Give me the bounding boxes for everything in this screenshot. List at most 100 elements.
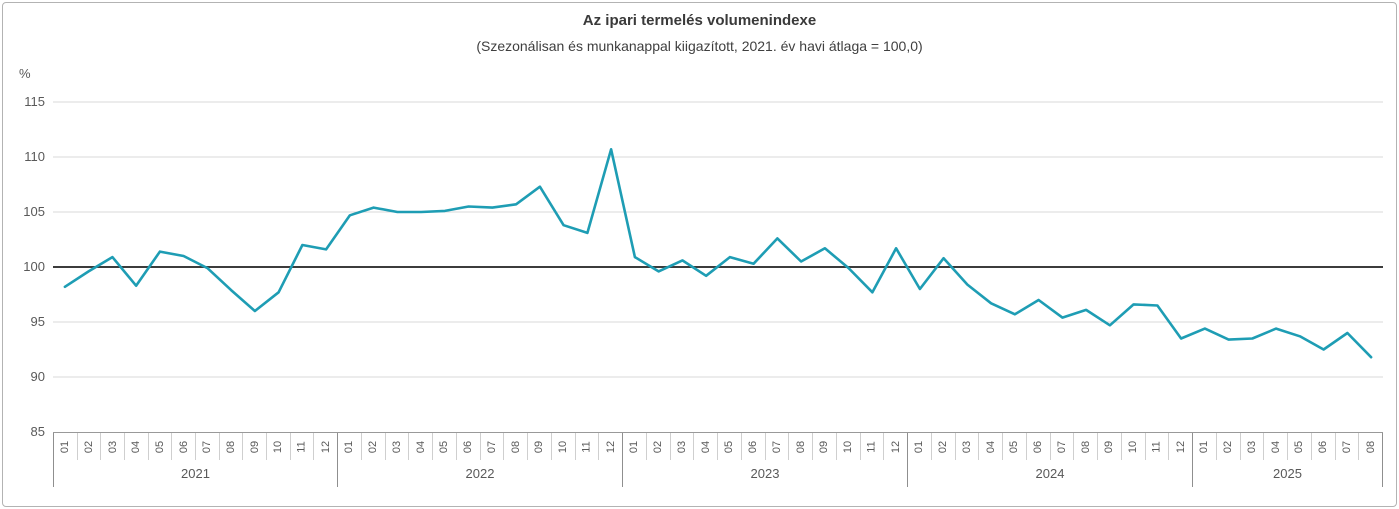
month-label: 03 [960, 440, 973, 453]
month-cell: 03 [1241, 433, 1265, 460]
month-label: 09 [818, 440, 831, 453]
month-label: 07 [1340, 440, 1353, 453]
month-cell: 12 [599, 433, 622, 460]
month-label: 09 [248, 440, 261, 453]
month-label: 12 [604, 440, 617, 453]
month-label: 01 [59, 440, 72, 453]
month-cell: 06 [172, 433, 197, 460]
month-label: 08 [509, 440, 522, 453]
month-label: 10 [1127, 440, 1140, 453]
month-cell: 05 [1288, 433, 1312, 460]
month-cell: 10 [1122, 433, 1146, 460]
month-label: 08 [1079, 440, 1092, 453]
month-label: 09 [1103, 440, 1116, 453]
month-cell: 05 [1003, 433, 1027, 460]
month-cell: 12 [314, 433, 337, 460]
month-cell: 04 [1264, 433, 1288, 460]
year-label: 2024 [1035, 466, 1065, 481]
month-label: 12 [1174, 440, 1187, 453]
chart-subtitle: (Szezonálisan és munkanappal kiigazított… [476, 38, 923, 54]
month-label: 06 [177, 440, 190, 453]
y-tick-label: 95 [30, 314, 45, 329]
month-label: 10 [557, 440, 570, 453]
month-cell: 08 [1074, 433, 1098, 460]
month-cell: 04 [125, 433, 149, 460]
month-cell: 07 [196, 433, 220, 460]
month-label: 04 [984, 440, 997, 453]
month-label: 02 [83, 440, 95, 453]
month-cell: 03 [386, 433, 410, 460]
month-cell: 02 [932, 433, 956, 460]
month-label: 08 [1364, 440, 1377, 453]
y-tick-label: 105 [23, 204, 45, 219]
month-row: 01 02 03 04 05 06 07 08 09 10 11 12 [623, 433, 907, 460]
month-label: 05 [154, 440, 167, 453]
month-cell: 04 [409, 433, 433, 460]
month-label: 08 [794, 440, 807, 453]
month-label: 06 [747, 440, 760, 453]
year-group-2024: 01 02 03 04 05 06 07 08 09 10 11 12 2024 [908, 433, 1193, 487]
y-tick-label: 110 [24, 149, 45, 164]
month-cell: 08 [789, 433, 813, 460]
month-cell: 09 [243, 433, 268, 460]
data-line [63, 147, 1373, 359]
month-label: 07 [201, 440, 214, 453]
month-cell: 07 [481, 433, 505, 460]
y-axis-unit-label: % [19, 66, 31, 81]
month-row: 01 02 03 04 05 06 07 08 09 10 11 12 [908, 433, 1192, 460]
month-label: 01 [1198, 440, 1211, 453]
month-label: 12 [889, 440, 902, 453]
month-label: 12 [319, 440, 332, 453]
month-cell: 09 [1098, 433, 1122, 460]
year-label: 2023 [750, 466, 780, 481]
year-label: 2021 [181, 466, 210, 481]
month-cell: 12 [884, 433, 907, 460]
month-cell: 01 [623, 433, 647, 460]
month-cell: 02 [362, 433, 386, 460]
month-cell: 06 [742, 433, 766, 460]
month-row: 01 02 03 04 05 06 07 08 09 10 11 12 [54, 433, 337, 460]
month-label: 03 [106, 440, 119, 453]
month-label: 03 [390, 440, 403, 453]
month-label: 05 [723, 440, 736, 453]
month-label: 05 [1008, 440, 1021, 453]
x-axis: 01 02 03 04 05 06 07 08 09 10 11 12 2021 01 02 03 04 05 06… [53, 432, 1383, 487]
year-label: 2022 [465, 466, 495, 481]
chart-title: Az ipari termelés volumenindexe [582, 12, 817, 29]
month-label: 04 [1269, 440, 1282, 453]
month-cell: 04 [979, 433, 1003, 460]
month-cell: 09 [528, 433, 552, 460]
month-cell: 06 [457, 433, 481, 460]
year-group-2022: 01 02 03 04 05 06 07 08 09 10 11 12 2022 [338, 433, 623, 487]
month-cell: 05 [718, 433, 742, 460]
month-label: 05 [1293, 440, 1306, 453]
month-cell: 09 [813, 433, 837, 460]
month-cell: 08 [1359, 433, 1382, 460]
month-cell: 07 [1051, 433, 1075, 460]
month-cell: 03 [956, 433, 980, 460]
year-group-2025: 01 02 03 04 05 06 07 08 2025 [1193, 433, 1383, 487]
month-label: 05 [438, 440, 451, 453]
month-cell: 02 [647, 433, 671, 460]
month-cell: 11 [1146, 433, 1170, 460]
month-label: 07 [485, 440, 498, 453]
month-label: 07 [1055, 440, 1068, 453]
month-label: 08 [225, 440, 238, 453]
y-tick-label: 90 [30, 369, 45, 384]
month-cell: 08 [504, 433, 528, 460]
y-tick-label: 115 [24, 94, 45, 109]
month-label: 02 [367, 440, 380, 453]
month-cell: 06 [1312, 433, 1336, 460]
month-cell: 10 [552, 433, 576, 460]
month-label: 04 [414, 440, 427, 453]
y-tick-label: 100 [23, 259, 45, 274]
y-tick-label: 85 [30, 424, 45, 439]
month-label: 11 [580, 440, 593, 453]
month-label: 04 [130, 440, 143, 453]
month-cell: 05 [433, 433, 457, 460]
month-label: 06 [462, 440, 475, 453]
month-label: 11 [865, 440, 878, 453]
month-row: 01 02 03 04 05 06 07 08 [1193, 433, 1382, 460]
month-label: 03 [675, 440, 688, 453]
